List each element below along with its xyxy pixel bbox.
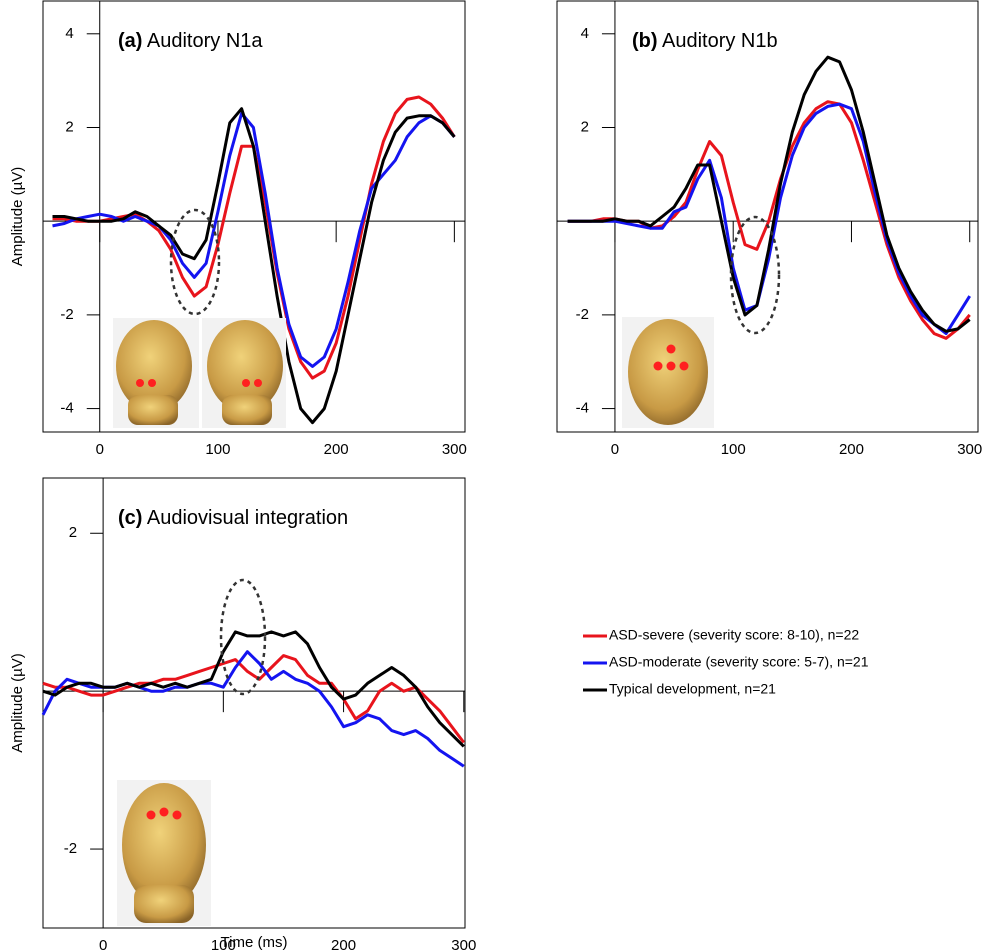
x-tick-label: 100 [205,441,230,458]
panel-name: Audiovisual integration [147,507,348,529]
electrode [666,344,676,354]
electrode [254,379,262,387]
series-line [41,650,465,768]
y-axis-label: Amplitude (µV) [9,653,26,753]
panel: -2 2 0 100 200 300 (c) Audiovisual integration… [9,477,476,952]
x-tick-label: 300 [451,937,476,952]
x-tick-label: 0 [99,937,107,952]
y-axis-label: Amplitude (µV) [9,167,26,267]
y-tick-label: -2 [576,306,589,323]
panel-letter: (a) [118,30,142,52]
panel: -4 -2 2 4 0 100 200 300 (a) Auditory N1a Amplitud… [9,0,467,458]
heads [113,317,714,926]
y-tick-label: -2 [64,840,77,857]
highlight-ellipse [219,578,267,696]
panel-name: Auditory N1a [147,30,263,52]
x-tick-label: 0 [611,441,619,458]
panel-title: (a) Auditory N1a [118,30,263,52]
panel-letter: (c) [118,507,142,529]
y-tick-label: -2 [60,306,73,323]
head [116,320,192,412]
x-tick-label: 300 [442,441,467,458]
electrode [159,807,169,817]
x-tick-label: 300 [957,441,982,458]
electrode [146,810,156,820]
legend-label: ASD-severe (severity score: 8-10), n=22 [609,627,859,643]
x-tick-label: 100 [721,441,746,458]
electrode [136,379,144,387]
x-tick-label: 200 [331,937,356,952]
y-tick-label: 4 [65,25,73,42]
x-tick-label: 0 [96,441,104,458]
series-line [52,107,456,425]
legend-label: Typical development, n=21 [609,681,776,697]
head [207,320,283,412]
panel-title: (c) Audiovisual integration [118,507,348,529]
plot-frame [42,477,466,929]
plot-frame [42,0,466,433]
panel-name: Auditory N1b [662,30,778,52]
highlight-ellipse [169,208,221,316]
highlight-ellipse [729,215,781,335]
plot-frame [556,0,979,433]
panel-letter: (b) [632,30,658,52]
series-line [567,55,971,333]
electrode [148,379,156,387]
x-tick-label: 200 [324,441,349,458]
panel: -4 -2 2 4 0 100 200 300 (b) Auditory N1b [556,0,982,458]
y-tick-label: 2 [69,524,77,541]
electrode [242,379,250,387]
y-tick-label: 4 [581,25,589,42]
x-tick-label: 200 [839,441,864,458]
electrode [653,361,663,371]
head-neck [128,395,178,425]
head-neck [222,395,272,425]
electrode [172,810,182,820]
x-tick-label: 100 [211,937,236,952]
y-tick-label: -4 [576,400,589,417]
head-neck [134,885,194,923]
head [122,783,206,907]
series-line [567,102,971,336]
y-tick-label: -4 [60,400,73,417]
series-line [42,654,465,744]
highlights [169,208,781,696]
legend-label: ASD-moderate (severity score: 5-7), n=21 [609,654,869,670]
series-line [42,630,465,748]
electrode [679,361,689,371]
electrode [666,361,676,371]
head [628,319,708,425]
y-tick-label: 2 [581,118,589,135]
y-tick-label: 2 [65,118,73,135]
x-axis-label: Time (ms) [221,934,288,951]
panel-title: (b) Auditory N1b [632,30,778,52]
